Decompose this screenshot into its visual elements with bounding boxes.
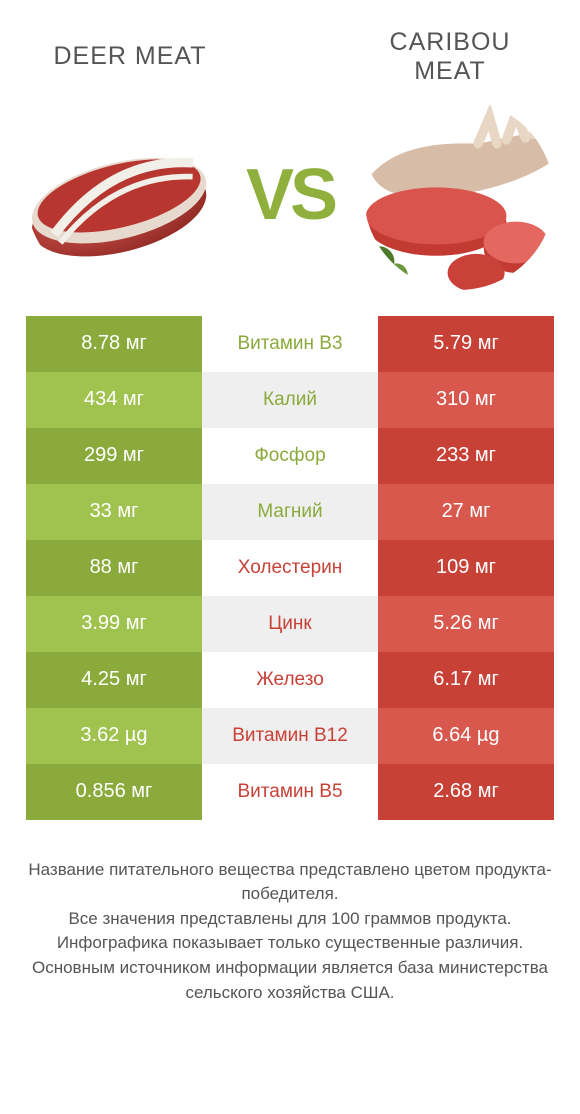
value-right: 233 мг (378, 428, 554, 484)
footnote-line: Все значения представлены для 100 граммо… (28, 907, 552, 932)
value-left: 0.856 мг (26, 764, 202, 820)
product-image-right (364, 100, 554, 290)
value-right: 109 мг (378, 540, 554, 596)
table-row: 3.62 µgВитамин B126.64 µg (26, 708, 554, 764)
value-left: 4.25 мг (26, 652, 202, 708)
product-image-left (26, 100, 216, 290)
header: DEER MEAT CARIBOU MEAT (0, 0, 580, 94)
value-left: 8.78 мг (26, 316, 202, 372)
title-left: DEER MEAT (30, 42, 230, 71)
nutrient-name: Фосфор (202, 428, 378, 484)
value-right: 5.26 мг (378, 596, 554, 652)
table-row: 88 мгХолестерин109 мг (26, 540, 554, 596)
nutrient-name: Холестерин (202, 540, 378, 596)
images-row: VS (0, 94, 580, 308)
table-row: 3.99 мгЦинк5.26 мг (26, 596, 554, 652)
nutrient-name: Витамин B12 (202, 708, 378, 764)
value-left: 299 мг (26, 428, 202, 484)
table-row: 8.78 мгВитамин B35.79 мг (26, 316, 554, 372)
nutrient-name: Витамин B3 (202, 316, 378, 372)
nutrient-name: Калий (202, 372, 378, 428)
footnote-line: Инфографика показывает только существенн… (28, 931, 552, 956)
value-right: 6.17 мг (378, 652, 554, 708)
comparison-table: 8.78 мгВитамин B35.79 мг434 мгКалий310 м… (0, 308, 580, 820)
value-right: 310 мг (378, 372, 554, 428)
nutrient-name: Цинк (202, 596, 378, 652)
value-right: 27 мг (378, 484, 554, 540)
value-right: 6.64 µg (378, 708, 554, 764)
value-left: 3.62 µg (26, 708, 202, 764)
nutrient-name: Железо (202, 652, 378, 708)
table-row: 33 мгМагний27 мг (26, 484, 554, 540)
table-row: 0.856 мгВитамин B52.68 мг (26, 764, 554, 820)
value-left: 3.99 мг (26, 596, 202, 652)
title-right: CARIBOU MEAT (350, 28, 550, 86)
table-row: 4.25 мгЖелезо6.17 мг (26, 652, 554, 708)
value-right: 2.68 мг (378, 764, 554, 820)
value-right: 5.79 мг (378, 316, 554, 372)
vs-label: VS (246, 154, 334, 236)
value-left: 434 мг (26, 372, 202, 428)
table-row: 299 мгФосфор233 мг (26, 428, 554, 484)
footnote: Название питательного вещества представл… (0, 820, 580, 1006)
footnote-line: Название питательного вещества представл… (28, 858, 552, 907)
footnote-line: Основным источником информации является … (28, 956, 552, 1005)
table-row: 434 мгКалий310 мг (26, 372, 554, 428)
nutrient-name: Магний (202, 484, 378, 540)
nutrient-name: Витамин B5 (202, 764, 378, 820)
value-left: 88 мг (26, 540, 202, 596)
value-left: 33 мг (26, 484, 202, 540)
